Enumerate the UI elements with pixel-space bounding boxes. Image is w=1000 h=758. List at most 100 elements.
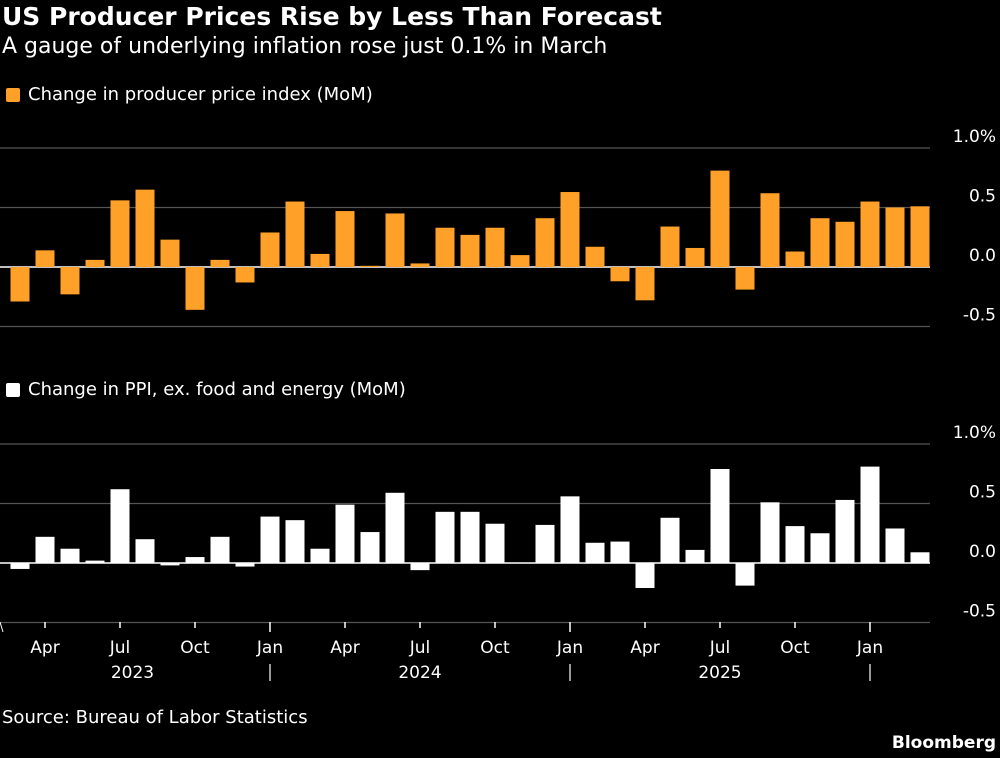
bar: [310, 253, 330, 267]
x-tick-label: Jul: [709, 638, 731, 658]
bar: [160, 563, 180, 566]
bar: [110, 200, 130, 267]
y-tick-label: -0.5: [963, 306, 996, 326]
bar: [585, 246, 605, 267]
chart-subtitle: A gauge of underlying inflation rose jus…: [2, 34, 608, 59]
bar: [460, 511, 480, 563]
bar: [110, 489, 130, 563]
bar: [185, 557, 205, 563]
bar: [485, 227, 505, 267]
bar: [560, 192, 580, 267]
x-tick: [0, 621, 4, 633]
y-tick-label: 1.0%: [953, 423, 996, 443]
bar: [710, 468, 730, 563]
bar: [235, 563, 255, 567]
x-tick-label: Jan: [256, 638, 283, 658]
bar: [360, 265, 380, 267]
x-tick-label: Jan: [556, 638, 583, 658]
bar: [710, 170, 730, 267]
bloomberg-logo: Bloomberg: [891, 733, 996, 753]
bar: [735, 267, 755, 290]
legend-label: Change in PPI, ex. food and energy (MoM): [28, 379, 406, 400]
bar: [835, 499, 855, 563]
bar: [660, 517, 680, 563]
bar: [310, 548, 330, 563]
legend-swatch: [6, 382, 20, 397]
bar: [785, 251, 805, 267]
bar: [135, 539, 155, 563]
bar: [410, 563, 430, 571]
bar: [460, 234, 480, 267]
bar: [260, 516, 280, 563]
year-label: 2023: [111, 663, 154, 683]
bar: [385, 492, 405, 563]
bar: [510, 563, 530, 564]
bar: [910, 552, 930, 563]
bar: [860, 466, 880, 563]
y-tick-label: 0.5: [969, 483, 996, 503]
bar: [10, 267, 30, 302]
bar: [60, 267, 80, 295]
x-tick-label: Apr: [630, 638, 659, 658]
bar: [635, 563, 655, 588]
bar: [860, 201, 880, 267]
x-tick-label: Apr: [30, 638, 59, 658]
x-tick-label: Oct: [480, 638, 510, 658]
bar: [585, 542, 605, 563]
bar: [85, 259, 105, 267]
bar: [35, 536, 55, 563]
x-tick-label: Apr: [330, 638, 359, 658]
bar: [285, 520, 305, 563]
x-tick-label: Jul: [109, 638, 131, 658]
bar: [760, 502, 780, 563]
chart-title: US Producer Prices Rise by Less Than For…: [2, 2, 662, 31]
bar: [785, 526, 805, 563]
legend-swatch: [6, 87, 20, 102]
x-tick-label: Oct: [780, 638, 810, 658]
bar: [385, 213, 405, 267]
bar: [635, 267, 655, 301]
bar: [610, 541, 630, 563]
year-label: 2024: [398, 663, 441, 683]
bar: [10, 563, 30, 569]
year-label: 2025: [698, 663, 741, 683]
bar: [435, 511, 455, 563]
bar: [60, 548, 80, 563]
y-tick-label: 0.5: [969, 187, 996, 207]
bar: [285, 201, 305, 267]
bar: [610, 267, 630, 282]
bar: [135, 189, 155, 267]
x-tick-label: Oct: [180, 638, 210, 658]
source-note: Source: Bureau of Labor Statistics: [2, 707, 308, 728]
bar: [210, 259, 230, 267]
bar: [485, 523, 505, 563]
y-tick-label: -0.5: [963, 602, 996, 622]
bar: [760, 193, 780, 267]
legend-label: Change in producer price index (MoM): [28, 84, 373, 105]
bar: [685, 247, 705, 267]
legend-core: Change in PPI, ex. food and energy (MoM): [6, 379, 406, 400]
y-tick-label: 1.0%: [953, 127, 996, 147]
bar: [735, 563, 755, 586]
bar: [510, 255, 530, 267]
bar: [185, 267, 205, 310]
bar: [560, 496, 580, 563]
x-tick-label: Jan: [856, 638, 883, 658]
bar: [910, 206, 930, 267]
bar: [335, 211, 355, 267]
bar: [360, 532, 380, 563]
y-tick-label: 0.0: [969, 246, 996, 266]
bar: [435, 227, 455, 267]
bar: [535, 218, 555, 267]
bar: [535, 524, 555, 563]
x-tick-label: Jul: [409, 638, 431, 658]
bar: [885, 207, 905, 267]
bar: [335, 504, 355, 563]
bar: [660, 226, 680, 267]
bar: [835, 221, 855, 267]
bar: [160, 239, 180, 267]
y-tick-label: 0.0: [969, 542, 996, 562]
legend-ppi: Change in producer price index (MoM): [6, 84, 373, 105]
bar: [810, 533, 830, 563]
